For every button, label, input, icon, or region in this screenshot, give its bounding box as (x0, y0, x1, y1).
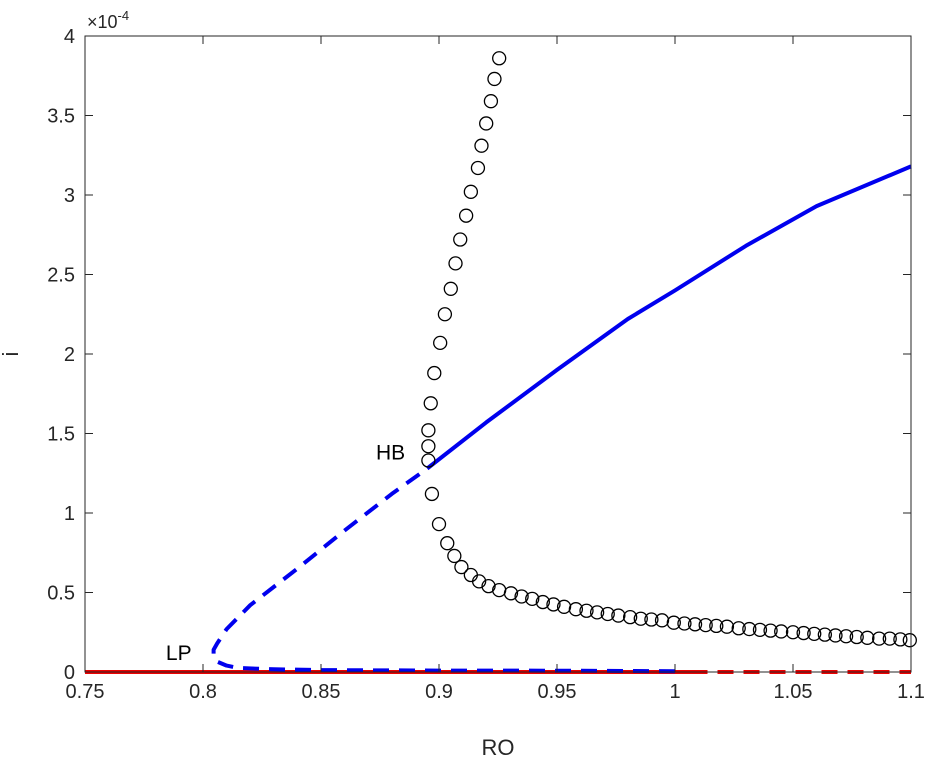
x-tick-label: 1.05 (774, 681, 813, 703)
periodic-orbit-marker (423, 396, 438, 411)
ticks-layer: 0.75 0.8 0.85 0.9 0.95 1 1.05 1.1 0 0.5 1 1.5 2 2.5 3 3… (47, 26, 925, 703)
y-exponent-power: -4 (118, 8, 130, 23)
y-tick-label: 3.5 (47, 106, 75, 128)
periodic-orbit-marker (579, 603, 594, 618)
y-axis-exponent: ×10-4 (87, 8, 129, 32)
periodic-orbit-marker (623, 609, 638, 625)
y-tick-label: 1 (64, 503, 75, 525)
periodic-orbit-marker (611, 608, 626, 623)
periodic-orbit-marker (882, 631, 897, 646)
annotation-lp: LP (166, 642, 192, 665)
x-axis-label: RO (482, 735, 515, 760)
periodic-orbit-marker (492, 51, 507, 66)
periodic-orbit-marker (424, 486, 440, 502)
x-tick-label: 0.9 (425, 681, 453, 703)
periodic-orbit-marker (431, 516, 447, 532)
periodic-orbit-marker (644, 612, 659, 627)
x-tick-label: 0.75 (66, 681, 105, 703)
y-exponent-base: ×10 (87, 12, 118, 32)
periodic-orbit-marker (666, 615, 681, 630)
periodic-orbit-marker (479, 116, 494, 131)
y-tick-label: 0.5 (47, 583, 75, 605)
periodic-orbit-marker (474, 138, 489, 153)
periodic-orbit-marker (514, 589, 529, 604)
periodic-orbit-marker (487, 71, 502, 87)
y-tick-label: 4 (64, 26, 75, 48)
periodic-orbit-marker (448, 256, 463, 271)
periodic-orbit-marker (546, 597, 561, 612)
periodic-orbit-marker (687, 617, 703, 632)
periodic-orbit-marker (440, 536, 455, 551)
periodic-orbit-marker (427, 365, 442, 381)
periodic-orbit-marker (807, 626, 822, 641)
periodic-orbit-marker (437, 307, 453, 322)
periodic-orbit-marker (470, 160, 486, 176)
periodic-orbit-marker (785, 625, 801, 640)
y-tick-label: 2.5 (47, 265, 75, 287)
equilibrium-branch-solid-line (425, 164, 912, 471)
periodic-orbit-marker (525, 591, 540, 607)
periodic-orbit-marker (742, 621, 757, 637)
y-tick-label: 3 (64, 185, 75, 207)
periodic-orbit-marker (471, 574, 487, 589)
x-tick-label: 0.8 (189, 681, 217, 703)
periodic-orbit-marker (893, 632, 908, 647)
x-tick-label: 0.85 (302, 681, 341, 703)
periodic-orbit-marker (796, 625, 811, 641)
y-axis-label: i (0, 352, 23, 357)
periodic-orbit-marker (454, 559, 469, 575)
periodic-orbit-marker (902, 633, 917, 648)
periodic-orbit-marker (568, 602, 584, 617)
periodic-orbit-marker (443, 281, 458, 296)
periodic-orbit-marker (817, 627, 833, 642)
periodic-orbit-marker (860, 630, 875, 645)
periodic-orbit-marker (421, 423, 436, 438)
x-tick-label: 0.95 (538, 681, 577, 703)
periodic-orbit-marker (589, 605, 605, 620)
periodic-orbit-marker (458, 208, 474, 223)
periodic-orbit-marker (633, 611, 648, 626)
periodic-orbit-marker (600, 606, 615, 622)
periodic-orbit-marker (698, 617, 713, 633)
periodic-orbit-marker (677, 616, 692, 631)
periodic-orbit-marker (453, 232, 468, 247)
periodic-orbit-marker (433, 335, 448, 351)
periodic-orbit-marker (447, 548, 462, 564)
periodic-orbit-marker (481, 578, 496, 594)
x-tick-label: 1 (669, 681, 680, 703)
periodic-orbit-marker (503, 586, 519, 601)
periodic-orbit-marker (828, 628, 843, 643)
periodic-orbit-marker (535, 594, 550, 610)
periodic-orbit-marker (838, 629, 854, 644)
periodic-orbit-marker (556, 599, 572, 614)
periodic-orbit-marker (849, 629, 864, 645)
periodic-orbit-marker (421, 439, 436, 454)
periodic-orbit-marker (763, 623, 778, 638)
annotation-hb: HB (376, 442, 405, 465)
periodic-orbit-marker (731, 621, 746, 636)
periodic-orbit-marker (774, 624, 789, 639)
periodic-orbit-marker (752, 622, 768, 638)
periodic-orbit-marker (421, 453, 436, 468)
equilibrium-branch-dashed-line (211, 466, 676, 674)
periodic-orbit-marker (871, 631, 887, 646)
periodic-orbit-marker (709, 618, 724, 634)
periodic-orbit-marker (483, 94, 499, 109)
y-tick-label: 0 (64, 662, 75, 684)
periodic-orbit-marker (719, 619, 735, 634)
x-tick-label: 1.1 (897, 681, 925, 703)
periodic-orbit-marker (654, 613, 670, 628)
periodic-orbit-marker (463, 184, 479, 199)
text-layer: RO i ×10-4 HB LP (0, 8, 515, 760)
y-tick-label: 1.5 (47, 424, 75, 446)
y-tick-label: 2 (64, 344, 75, 366)
